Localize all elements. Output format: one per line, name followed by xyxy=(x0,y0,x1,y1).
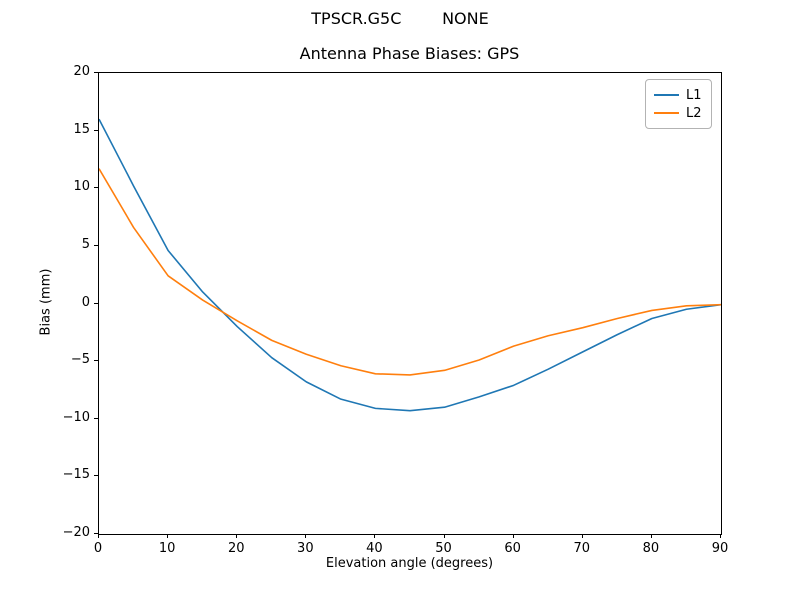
legend-label-l1: L1 xyxy=(686,87,702,103)
y-tick-mark xyxy=(94,129,98,131)
x-tick-label: 80 xyxy=(642,541,660,556)
y-tick-label: 20 xyxy=(73,64,90,79)
x-tick-mark xyxy=(167,534,169,538)
x-tick-mark xyxy=(236,534,238,538)
y-tick-mark xyxy=(94,72,98,73)
y-tick-label: 5 xyxy=(81,236,90,252)
x-tick-label: 0 xyxy=(93,541,103,556)
y-tick-mark xyxy=(94,417,98,419)
x-tick-mark xyxy=(650,534,652,538)
x-axis-label: Elevation angle (degrees) xyxy=(325,556,494,571)
x-tick-mark xyxy=(443,534,445,538)
y-tick-mark xyxy=(94,302,98,304)
legend-line-sample-l1 xyxy=(654,94,679,96)
x-tick-label: 20 xyxy=(227,541,245,556)
y-tick-label: 0 xyxy=(81,294,90,310)
x-tick-mark xyxy=(512,534,514,538)
series-line-l1 xyxy=(99,118,721,412)
x-tick-label: 10 xyxy=(158,541,176,556)
legend-label-l2: L2 xyxy=(686,105,702,121)
y-tick-label: −20 xyxy=(62,525,90,540)
axes-title: Antenna Phase Biases: GPS xyxy=(299,44,520,63)
legend-item-l1: L1 xyxy=(654,86,702,104)
series-line-l2 xyxy=(99,168,721,376)
y-tick-label: −15 xyxy=(62,467,90,483)
y-tick-label: −10 xyxy=(62,409,90,425)
legend-item-l2: L2 xyxy=(654,104,702,122)
legend-line-sample-l2 xyxy=(654,112,679,114)
x-tick-mark xyxy=(581,534,583,538)
chart-canvas xyxy=(99,118,721,412)
x-tick-mark xyxy=(98,534,99,538)
x-tick-mark xyxy=(305,534,307,538)
x-tick-label: 50 xyxy=(435,541,452,556)
x-tick-label: 70 xyxy=(573,541,591,556)
x-tick-label: 40 xyxy=(366,541,383,556)
y-tick-label: 10 xyxy=(73,179,90,195)
plot-area xyxy=(98,72,722,535)
y-tick-label: −5 xyxy=(70,352,90,368)
x-tick-mark xyxy=(374,534,376,538)
y-tick-label: 15 xyxy=(73,121,90,137)
legend: L1 L2 xyxy=(645,79,712,129)
x-tick-mark xyxy=(720,534,721,538)
x-tick-label: 60 xyxy=(504,541,521,556)
y-tick-mark xyxy=(94,187,98,189)
y-tick-mark xyxy=(94,533,98,534)
y-tick-mark xyxy=(94,244,98,246)
figure-suptitle: TPSCR.G5C NONE xyxy=(311,9,489,28)
x-tick-label: 30 xyxy=(297,541,314,556)
y-tick-mark xyxy=(94,360,98,362)
y-tick-mark xyxy=(94,475,98,477)
x-tick-label: 90 xyxy=(711,541,729,556)
